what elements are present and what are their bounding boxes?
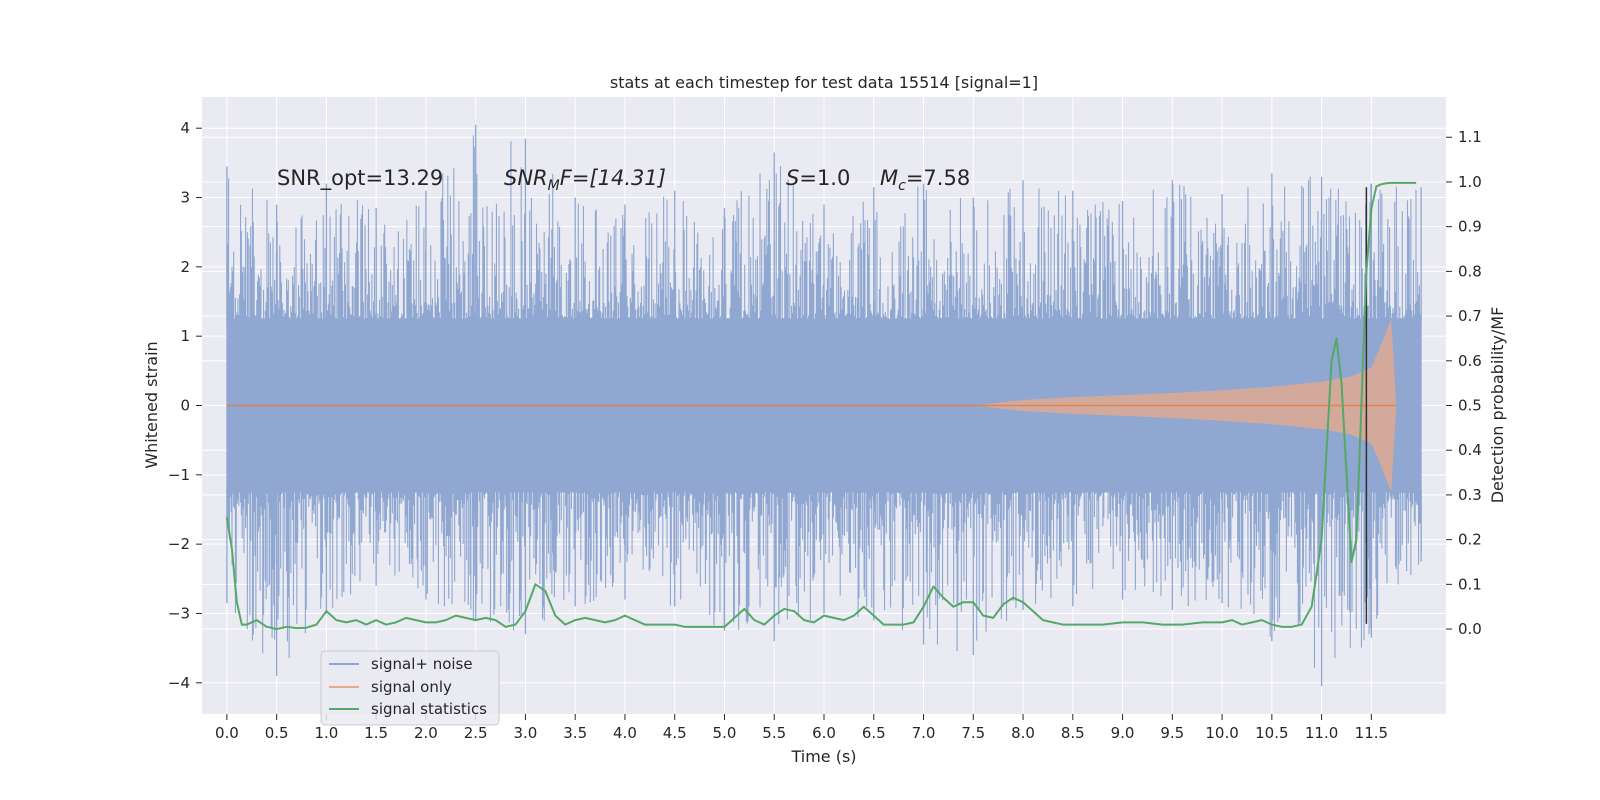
signal-statistics-line xyxy=(225,181,1417,631)
y-left-tick-label: −4 xyxy=(168,674,190,692)
y-right-tick-label: 1.1 xyxy=(1458,128,1482,146)
x-tick-label: 4.5 xyxy=(663,724,687,742)
x-tick-label: 5.5 xyxy=(762,724,786,742)
chart-title: stats at each timestep for test data 155… xyxy=(610,73,1038,92)
y-right-tick-label: 0.1 xyxy=(1458,575,1482,593)
y-right-tick-label: 0.6 xyxy=(1458,352,1482,370)
x-tick-label: 7.0 xyxy=(912,724,936,742)
noise-peaks xyxy=(226,124,1422,687)
legend-label-signal-noise: signal+ noise xyxy=(371,655,473,673)
annotation-mc: Mc=7.58 xyxy=(880,166,970,194)
y-right-tick-label: 0.9 xyxy=(1458,218,1482,236)
legend-frame xyxy=(320,650,500,726)
annotation-snr-opt: SNR_opt=13.29 xyxy=(277,166,443,191)
y-right-tick-label: 0.8 xyxy=(1458,262,1482,280)
x-tick-label: 9.0 xyxy=(1111,724,1135,742)
x-axis-ticks: 0.0 0.5 1.0 1.5 2.0 2.5 3.0 3.5 4.0 4.5 5.0 5.5 6.0 6… xyxy=(215,714,1388,742)
y-right-tick-label: 0.2 xyxy=(1458,531,1482,549)
y-right-axis-label: Detection probability/MF xyxy=(1488,307,1507,504)
y-left-axis-ticks: −4 −3 −2 −1 0 1 2 3 4 xyxy=(168,119,202,692)
y-left-tick-label: 0 xyxy=(180,397,190,415)
x-tick-label: 0.0 xyxy=(215,724,239,742)
legend-label-signal-only: signal only xyxy=(371,678,452,696)
y-left-tick-label: −1 xyxy=(168,466,190,484)
y-right-tick-label: 0.7 xyxy=(1458,307,1482,325)
legend: signal+ noise signal only signal statist… xyxy=(320,650,500,726)
y-right-tick-label: 1.0 xyxy=(1458,173,1482,191)
x-tick-label: 2.5 xyxy=(464,724,488,742)
y-left-tick-label: 2 xyxy=(180,258,190,276)
y-right-tick-label: 0.4 xyxy=(1458,441,1482,459)
x-tick-label: 3.0 xyxy=(514,724,538,742)
y-left-tick-label: 4 xyxy=(180,119,190,137)
y-left-axis-label: Whitened strain xyxy=(142,341,161,468)
series-signal-only xyxy=(226,318,1397,493)
x-tick-label: 3.5 xyxy=(563,724,587,742)
x-tick-label: 4.0 xyxy=(613,724,637,742)
x-tick-label: 5.0 xyxy=(713,724,737,742)
y-left-tick-label: 1 xyxy=(180,327,190,345)
x-tick-label: 8.0 xyxy=(1011,724,1035,742)
x-tick-label: 11.0 xyxy=(1305,724,1338,742)
x-tick-label: 0.5 xyxy=(265,724,289,742)
series-signal-statistics xyxy=(225,181,1417,631)
x-tick-label: 11.5 xyxy=(1355,724,1388,742)
x-tick-label: 8.5 xyxy=(1061,724,1085,742)
y-left-tick-label: 3 xyxy=(180,189,190,207)
x-tick-label: 1.5 xyxy=(364,724,388,742)
x-tick-label: 6.0 xyxy=(812,724,836,742)
x-tick-label: 1.0 xyxy=(314,724,338,742)
x-axis-label: Time (s) xyxy=(790,747,856,766)
x-tick-label: 10.5 xyxy=(1255,724,1288,742)
legend-label-signal-statistics: signal statistics xyxy=(371,700,487,718)
annotation-snr-mf: SNRMF=[14.31] xyxy=(504,166,666,194)
y-right-tick-label: 0.5 xyxy=(1458,397,1482,415)
x-tick-label: 10.0 xyxy=(1205,724,1238,742)
x-tick-label: 2.0 xyxy=(414,724,438,742)
y-right-tick-label: 0.0 xyxy=(1458,620,1482,638)
y-right-tick-label: 0.3 xyxy=(1458,486,1482,504)
x-tick-label: 6.5 xyxy=(862,724,886,742)
y-right-axis-ticks: 0.0 0.1 0.2 0.3 0.4 0.5 0.6 0.7 0.8 0.9 1.0 1.1 xyxy=(1446,128,1482,638)
annotation-s: S=1.0 xyxy=(786,166,850,190)
y-left-tick-label: −2 xyxy=(168,535,190,553)
y-left-tick-label: −3 xyxy=(168,604,190,622)
x-tick-label: 7.5 xyxy=(961,724,985,742)
x-tick-label: 9.5 xyxy=(1160,724,1184,742)
